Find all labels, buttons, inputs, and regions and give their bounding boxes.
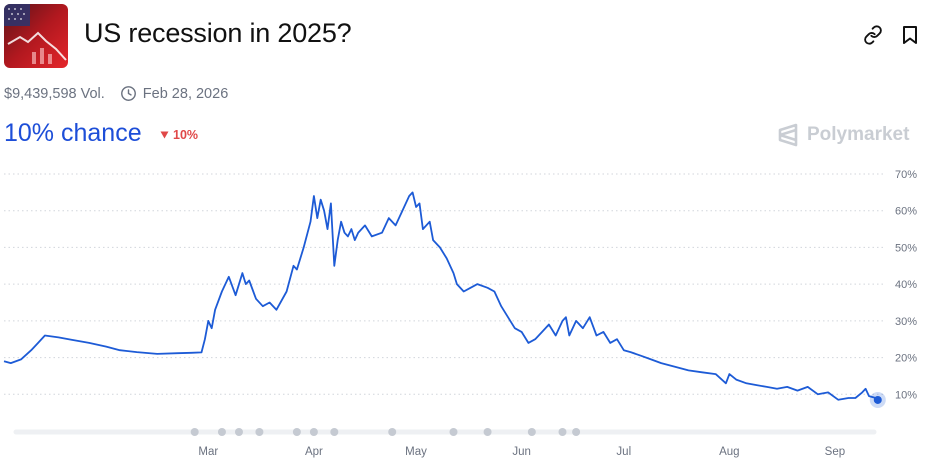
- current-point-marker: [869, 391, 886, 408]
- down-triangle-icon: [160, 131, 169, 139]
- event-dot: [558, 428, 567, 436]
- y-tick-label: 30%: [895, 316, 917, 328]
- event-dot: [388, 428, 397, 436]
- event-dot: [309, 428, 318, 436]
- market-title: US recession in 2025?: [84, 18, 352, 48]
- polymarket-mark-icon: [777, 123, 799, 147]
- x-tick-label: Jul: [616, 446, 631, 458]
- series-line: [3, 191, 877, 401]
- x-tick-label: May: [405, 446, 427, 458]
- bookmark-icon[interactable]: [899, 24, 921, 46]
- event-dot: [217, 428, 226, 436]
- x-tick-label: Aug: [719, 446, 739, 458]
- end-date-text: Feb 28, 2026: [142, 85, 229, 102]
- grid-lines: [4, 173, 886, 395]
- event-timeline: [13, 428, 877, 436]
- event-dot: [483, 428, 492, 436]
- event-dot: [190, 428, 199, 436]
- event-dot: [527, 428, 536, 436]
- event-dot: [292, 428, 301, 436]
- current-point: [873, 395, 882, 404]
- change-value: 10%: [173, 128, 199, 142]
- event-dot: [572, 428, 581, 436]
- event-dot: [234, 428, 243, 436]
- link-icon[interactable]: [862, 24, 884, 46]
- clock-icon: [120, 85, 137, 102]
- y-tick-label: 60%: [895, 206, 917, 218]
- y-tick-label: 50%: [895, 242, 917, 254]
- x-tick-label: Apr: [305, 446, 323, 458]
- volume-text: $9,439,598 Vol.: [4, 85, 105, 102]
- x-tick-label: Jun: [512, 446, 531, 458]
- x-tick-label: Mar: [198, 446, 218, 458]
- y-tick-label: 20%: [895, 353, 917, 365]
- y-axis-ticks: 10% 20% 30% 40% 50% 60% 70%: [895, 169, 917, 401]
- x-axis-ticks: Mar Apr May Jun Jul Aug Sep: [198, 446, 845, 458]
- market-thumbnail: [4, 4, 68, 68]
- market-meta: $9,439,598 Vol. Feb 28, 2026: [4, 85, 228, 102]
- event-dot: [330, 428, 339, 436]
- y-tick-label: 10%: [895, 389, 917, 401]
- event-dot: [449, 428, 458, 436]
- y-tick-label: 70%: [895, 169, 917, 181]
- polymarket-logo: Polymarket: [777, 123, 909, 147]
- x-tick-label: Sep: [825, 446, 845, 458]
- brand-name: Polymarket: [807, 124, 910, 145]
- event-dot: [255, 428, 264, 436]
- change-badge: 10%: [160, 128, 198, 142]
- y-tick-label: 40%: [895, 279, 917, 291]
- chance-value: 10% chance: [4, 119, 142, 147]
